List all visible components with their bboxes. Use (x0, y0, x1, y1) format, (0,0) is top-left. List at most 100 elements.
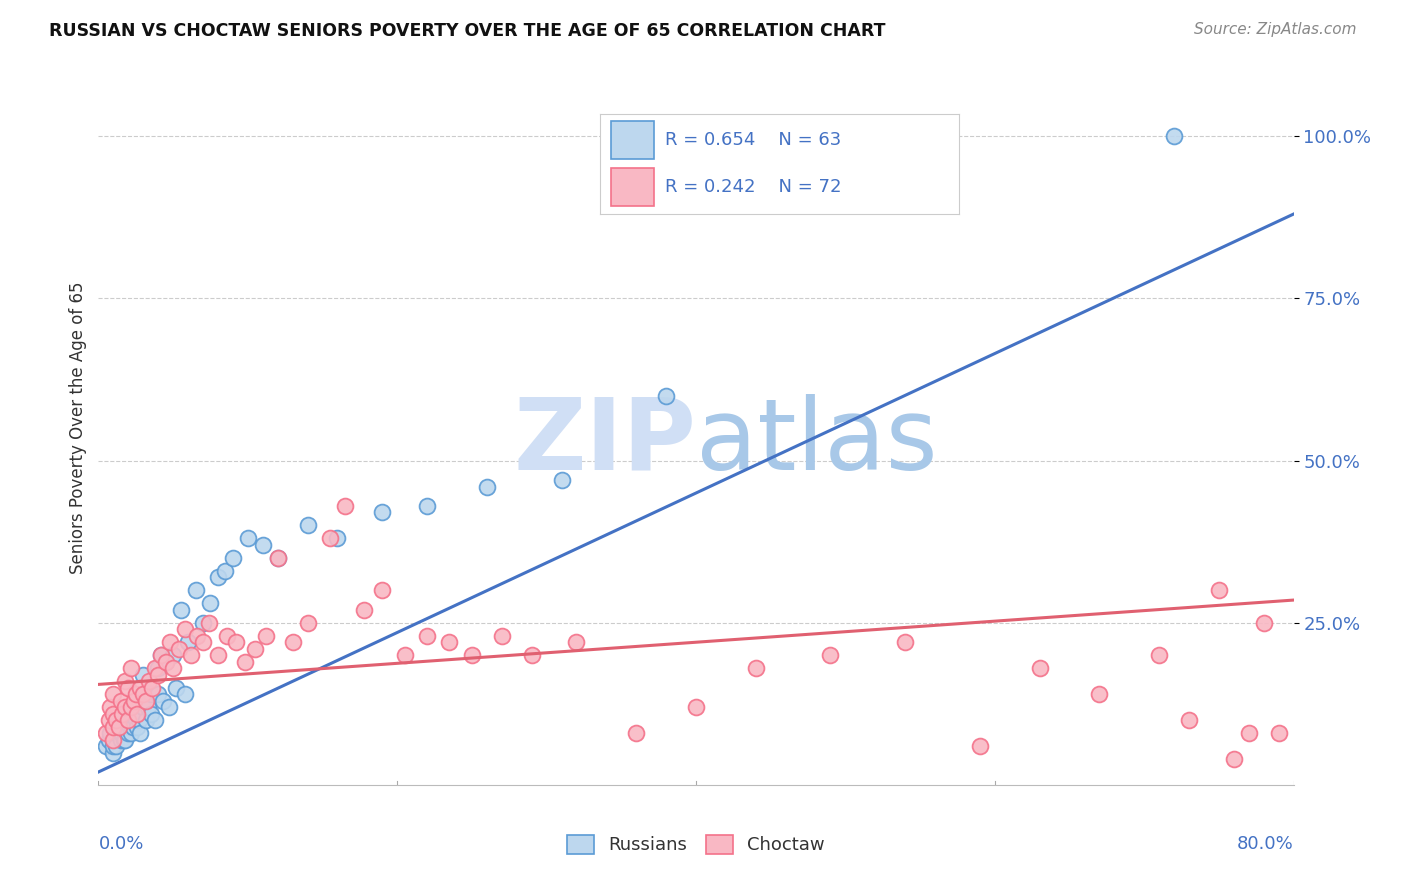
Point (245, 641, 267, 656)
Point (121, 720, 143, 734)
Point (167, 641, 190, 656)
Point (112, 732, 135, 747)
Point (143, 661, 166, 675)
Point (254, 629, 277, 643)
Point (416, 629, 439, 643)
Point (371, 583, 394, 598)
Point (1253, 615, 1275, 630)
Point (1178, 713, 1201, 727)
Point (150, 648, 173, 663)
Point (103, 746, 125, 760)
Point (439, 635, 461, 649)
Point (969, 739, 991, 753)
Point (114, 732, 136, 747)
Point (118, 720, 141, 734)
Point (105, 726, 128, 740)
Point (114, 674, 136, 689)
Point (233, 655, 256, 669)
Point (114, 713, 136, 727)
Point (141, 681, 163, 695)
Point (236, 532, 259, 546)
Point (297, 615, 319, 630)
Point (820, 648, 842, 663)
Point (128, 713, 150, 727)
Point (159, 635, 181, 649)
Point (143, 713, 166, 727)
Point (520, 648, 543, 663)
Point (148, 667, 170, 681)
Point (117, 681, 139, 695)
Point (1147, 648, 1170, 663)
Point (117, 713, 139, 727)
Point (184, 583, 207, 598)
Point (267, 550, 290, 565)
Point (97, 732, 120, 747)
Point (162, 648, 184, 663)
Point (125, 687, 148, 701)
Point (103, 732, 125, 747)
Point (394, 648, 416, 663)
Point (475, 479, 498, 493)
Point (565, 635, 588, 649)
Point (127, 706, 149, 721)
Point (103, 706, 125, 721)
Point (98, 726, 122, 740)
Point (252, 538, 274, 552)
Point (97, 713, 120, 727)
Point (198, 615, 221, 630)
Point (139, 687, 162, 701)
Point (165, 681, 187, 695)
Point (125, 713, 148, 727)
Point (191, 635, 214, 649)
Point (191, 615, 214, 630)
Y-axis label: Seniors Poverty Over the Age of 65: Seniors Poverty Over the Age of 65 (69, 282, 87, 574)
Text: Source: ZipAtlas.com: Source: ZipAtlas.com (1194, 22, 1357, 37)
Point (110, 720, 132, 734)
Point (371, 506, 394, 520)
Point (111, 706, 134, 721)
Point (120, 726, 142, 740)
Point (111, 726, 134, 740)
Point (214, 564, 236, 578)
Point (94, 739, 117, 753)
Point (169, 603, 191, 617)
Point (174, 622, 197, 636)
Point (148, 687, 170, 701)
Point (132, 667, 155, 681)
Point (139, 706, 162, 721)
Point (120, 706, 142, 721)
Point (120, 700, 142, 714)
Point (138, 674, 160, 689)
Point (110, 732, 132, 747)
Point (174, 687, 197, 701)
Point (162, 661, 184, 675)
Point (98, 700, 122, 714)
Point (105, 713, 128, 727)
Point (114, 700, 136, 714)
Point (222, 550, 245, 565)
Point (105, 739, 128, 753)
Point (117, 726, 139, 740)
Point (353, 603, 375, 617)
Point (333, 499, 356, 513)
Point (94, 726, 117, 740)
Point (186, 629, 208, 643)
Point (207, 570, 229, 584)
Point (135, 713, 157, 727)
Point (108, 720, 131, 734)
Point (267, 550, 290, 565)
Point (326, 532, 349, 546)
Point (215, 629, 238, 643)
Point (136, 700, 159, 714)
Point (148, 661, 170, 675)
Point (1163, 129, 1185, 144)
Point (297, 518, 319, 533)
Point (125, 693, 148, 707)
Point (281, 635, 304, 649)
Point (132, 687, 155, 701)
Text: atlas: atlas (696, 394, 938, 491)
Point (319, 532, 342, 546)
Text: RUSSIAN VS CHOCTAW SENIORS POVERTY OVER THE AGE OF 65 CORRELATION CHART: RUSSIAN VS CHOCTAW SENIORS POVERTY OVER … (49, 22, 886, 40)
Point (225, 635, 247, 649)
Point (550, 473, 572, 487)
